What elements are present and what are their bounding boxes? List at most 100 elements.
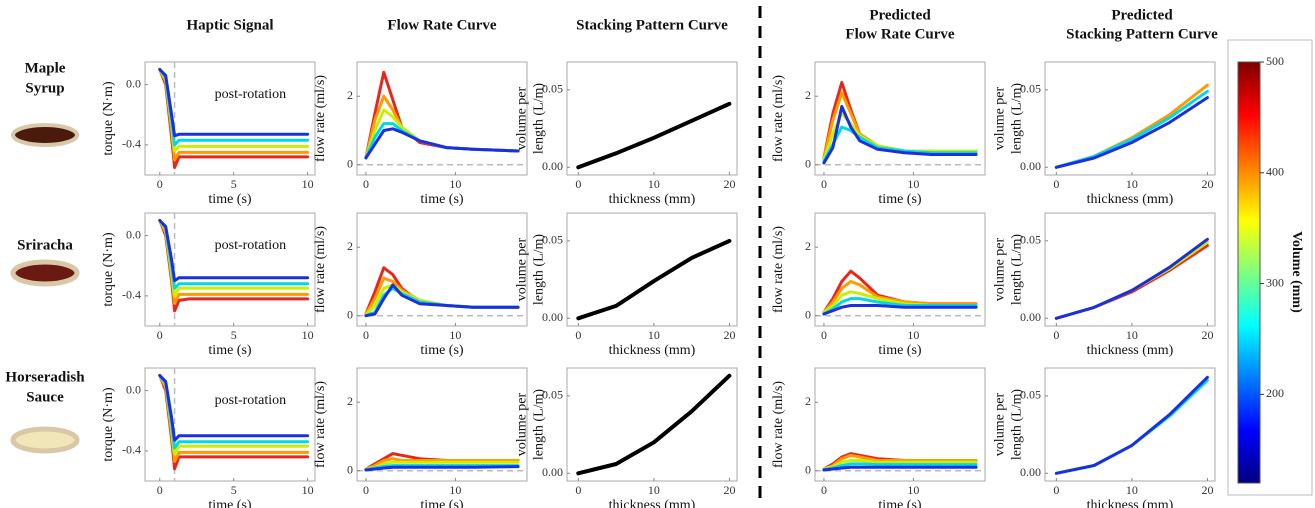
colorbar-label: Volume (mm) bbox=[1289, 231, 1304, 313]
x-axis-label: thickness (mm) bbox=[609, 498, 696, 508]
y-tick-label: -0.4 bbox=[122, 443, 141, 457]
y-axis-label: torque (N·m) bbox=[101, 81, 116, 156]
x-tick-label: 0 bbox=[1053, 328, 1059, 342]
y-tick-label: 0.05 bbox=[542, 388, 563, 402]
y-axis-label: length (L/m) bbox=[1010, 234, 1025, 305]
colorbar-tick-label: 500 bbox=[1266, 54, 1284, 68]
x-axis-label: time (s) bbox=[878, 343, 921, 358]
series-line bbox=[1054, 375, 1209, 475]
y-tick-label: 2 bbox=[347, 394, 353, 408]
x-tick-label: 20 bbox=[1201, 328, 1213, 342]
x-tick-label: 5 bbox=[231, 177, 237, 191]
x-axis-label: thickness (mm) bbox=[609, 192, 696, 207]
row-label: Maple bbox=[25, 60, 66, 76]
x-axis-label: time (s) bbox=[878, 498, 921, 508]
x-axis-label: thickness (mm) bbox=[1087, 343, 1174, 358]
plot-area bbox=[814, 61, 986, 176]
x-tick-label: 10 bbox=[907, 177, 919, 191]
x-tick-label: 0 bbox=[363, 177, 369, 191]
x-tick-label: 10 bbox=[907, 483, 919, 497]
y-tick-label: 0.0 bbox=[126, 382, 141, 396]
series-line bbox=[576, 373, 732, 476]
x-tick-label: 0 bbox=[1053, 177, 1059, 191]
row-label: Sauce bbox=[26, 389, 64, 405]
x-tick-label: 20 bbox=[723, 328, 735, 342]
x-tick-label: 0 bbox=[157, 328, 163, 342]
y-tick-label: 0.00 bbox=[542, 159, 563, 173]
x-axis-label: thickness (mm) bbox=[1087, 498, 1174, 508]
series-line bbox=[158, 68, 310, 138]
plot-area bbox=[566, 367, 738, 482]
x-tick-label: 10 bbox=[1126, 177, 1138, 191]
x-tick-label: 0 bbox=[363, 328, 369, 342]
y-tick-label: 0.0 bbox=[126, 227, 141, 241]
x-tick-label: 10 bbox=[648, 483, 660, 497]
food-photo bbox=[11, 123, 79, 147]
y-tick-label: 0.00 bbox=[542, 465, 563, 479]
x-tick-label: 10 bbox=[449, 177, 461, 191]
x-tick-label: 5 bbox=[231, 328, 237, 342]
x-tick-label: 0 bbox=[575, 177, 581, 191]
plot-area bbox=[566, 212, 738, 327]
y-axis-label: length (L/m) bbox=[532, 234, 547, 305]
y-tick-label: -0.4 bbox=[122, 137, 141, 151]
x-tick-label: 0 bbox=[157, 483, 163, 497]
annotation: post-rotation bbox=[215, 87, 287, 102]
series-line bbox=[364, 127, 520, 160]
column-title: Haptic Signal bbox=[186, 17, 273, 33]
x-tick-label: 10 bbox=[907, 328, 919, 342]
x-tick-label: 10 bbox=[1126, 483, 1138, 497]
x-axis-label: thickness (mm) bbox=[1087, 192, 1174, 207]
series-line bbox=[576, 238, 732, 321]
colorbar bbox=[1237, 61, 1261, 484]
y-axis-label: volume per bbox=[993, 237, 1008, 301]
series-line bbox=[364, 457, 520, 471]
y-axis-label: volume per bbox=[993, 86, 1008, 150]
x-tick-label: 10 bbox=[1126, 328, 1138, 342]
x-tick-label: 10 bbox=[302, 328, 314, 342]
plot-area bbox=[1044, 212, 1216, 327]
annotation: post-rotation bbox=[215, 393, 287, 408]
y-tick-label: 0.0 bbox=[126, 76, 141, 90]
y-tick-label: 0 bbox=[805, 462, 811, 476]
x-axis-label: time (s) bbox=[208, 192, 251, 207]
plot-area bbox=[1044, 367, 1216, 482]
y-axis-label: flow rate (ml/s) bbox=[313, 381, 328, 468]
x-axis-label: time (s) bbox=[878, 192, 921, 207]
x-tick-label: 10 bbox=[449, 483, 461, 497]
x-axis-label: time (s) bbox=[420, 192, 463, 207]
column-title: Flow Rate Curve bbox=[845, 26, 954, 42]
x-axis-label: thickness (mm) bbox=[609, 343, 696, 358]
x-axis-label: time (s) bbox=[208, 498, 251, 508]
y-axis-label: torque (N·m) bbox=[101, 387, 116, 462]
series-line bbox=[1054, 96, 1209, 169]
series-line bbox=[158, 219, 310, 283]
y-tick-label: 0.05 bbox=[1020, 82, 1041, 96]
x-tick-label: 10 bbox=[302, 483, 314, 497]
column-title: Stacking Pattern Curve bbox=[1066, 26, 1218, 42]
y-axis-label: torque (N·m) bbox=[101, 232, 116, 307]
y-axis-label: length (L/m) bbox=[1010, 83, 1025, 154]
y-tick-label: 0 bbox=[347, 156, 353, 170]
x-tick-label: 0 bbox=[157, 177, 163, 191]
y-tick-label: 2 bbox=[347, 239, 353, 253]
series-line bbox=[364, 465, 520, 472]
y-tick-label: 2 bbox=[805, 394, 811, 408]
series-line bbox=[822, 297, 978, 316]
y-axis-label: volume per bbox=[515, 392, 530, 456]
y-tick-label: 0.00 bbox=[1020, 159, 1041, 173]
food-photo bbox=[10, 426, 80, 454]
row-label: Sriracha bbox=[17, 237, 73, 253]
series-line bbox=[1054, 237, 1209, 320]
x-axis-label: time (s) bbox=[420, 498, 463, 508]
y-tick-label: 0 bbox=[805, 156, 811, 170]
y-tick-label: 0 bbox=[347, 307, 353, 321]
x-tick-label: 10 bbox=[449, 328, 461, 342]
series-line bbox=[364, 283, 520, 318]
y-axis-label: flow rate (ml/s) bbox=[771, 75, 786, 162]
x-axis-label: time (s) bbox=[208, 343, 251, 358]
x-axis-label: time (s) bbox=[420, 343, 463, 358]
column-title: Flow Rate Curve bbox=[387, 17, 496, 33]
